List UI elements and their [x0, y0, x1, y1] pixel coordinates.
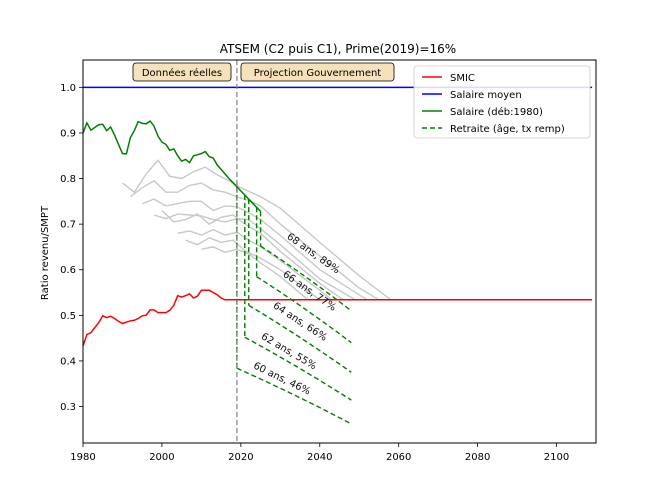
y-tick-label-1: 0.4: [60, 356, 76, 367]
annotations: Données réelles Projection Gouvernement: [132, 62, 395, 82]
x-tick-label-1: 2000: [149, 452, 174, 463]
gray-curve-0: [122, 159, 392, 301]
annotation-box-real: [132, 62, 232, 82]
y-tick-label-5: 0.8: [60, 174, 76, 185]
gray-curve-4: [161, 209, 344, 301]
legend-box: [413, 65, 591, 139]
series-line-salaire: [82, 120, 262, 212]
pension-curve-0: [236, 367, 352, 425]
x-tick-label-4: 2060: [386, 452, 411, 463]
x-tick-label-3: 2040: [307, 452, 332, 463]
legend: SMIC Salaire moyen Salaire (déb:1980) Re…: [413, 65, 591, 139]
annotation-real-data: Données réelles: [142, 67, 222, 79]
pension-curve-3: [256, 276, 352, 344]
chart-title: ATSEM (C2 puis C1), Prime(2019)=16%: [220, 42, 456, 56]
pension-curve-4: [260, 245, 352, 312]
legend-label-smic: SMIC: [450, 73, 475, 84]
x-tick-label-5: 2080: [465, 452, 490, 463]
pension-curve-2: [248, 304, 352, 373]
gray-curve-3: [153, 213, 356, 301]
gray-curve-2: [141, 198, 368, 301]
legend-label-salaire-moyen: Salaire moyen: [450, 90, 522, 101]
gray-curve-1: [129, 179, 380, 301]
y-axis-label: Ratio revenu/SMPT: [40, 205, 51, 300]
annotation-box-projection: [240, 62, 395, 82]
legend-label-retraite: Retraite (âge, tx remp): [450, 123, 565, 135]
y-tick-label-3: 0.6: [60, 265, 76, 276]
x-tick-label-0: 1980: [70, 452, 95, 463]
gray-curve-7: [201, 246, 309, 301]
x-tick-label-6: 2100: [544, 452, 569, 463]
annotation-projection: Projection Gouvernement: [254, 68, 382, 79]
plot-frame: [82, 59, 597, 444]
legend-label-salaire: Salaire (déb:1980): [450, 106, 543, 118]
series-line-smic: [82, 289, 593, 347]
axes: 1980 2000 2020 2040 2060 2080 2100 0.3 0.4 0.5 0.6…: [60, 59, 597, 463]
pension-curve-1: [244, 336, 352, 401]
y-tick-label-7: 1.0: [60, 83, 76, 94]
y-tick-label-2: 0.5: [60, 311, 76, 322]
x-tick-label-2: 2020: [228, 452, 253, 463]
gray-curve-6: [185, 237, 321, 301]
y-tick-label-0: 0.3: [60, 402, 76, 413]
y-tick-label-4: 0.7: [60, 220, 76, 231]
y-tick-label-6: 0.9: [60, 128, 76, 139]
